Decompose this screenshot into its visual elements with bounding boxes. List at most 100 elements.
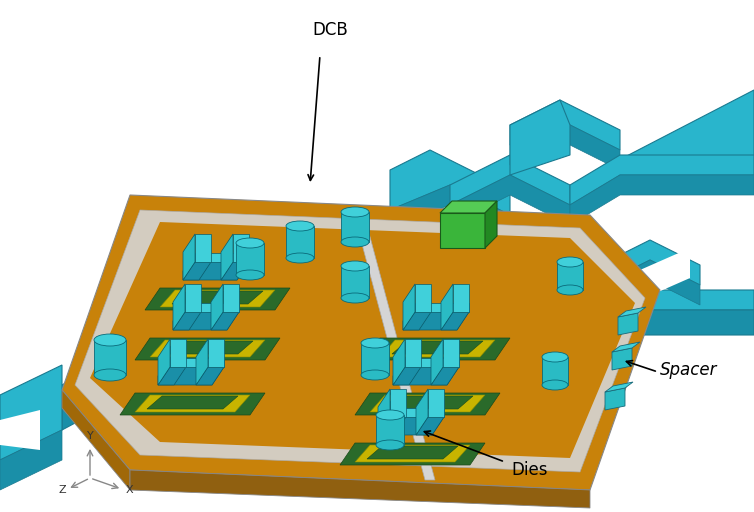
Polygon shape [510,100,620,150]
Polygon shape [365,338,510,360]
Ellipse shape [286,253,314,263]
Polygon shape [390,408,444,417]
Polygon shape [441,284,453,330]
Ellipse shape [361,338,389,348]
Polygon shape [415,284,431,312]
Polygon shape [211,284,223,330]
Polygon shape [196,339,208,385]
Ellipse shape [341,207,369,217]
Polygon shape [450,155,570,205]
Polygon shape [390,389,406,417]
Polygon shape [120,393,265,415]
Polygon shape [340,443,485,465]
Text: Dies: Dies [512,461,548,479]
Polygon shape [286,226,314,258]
Polygon shape [0,410,40,450]
Polygon shape [62,290,430,405]
Polygon shape [405,358,459,367]
Polygon shape [162,341,253,354]
Polygon shape [158,358,170,385]
Polygon shape [570,155,754,205]
Ellipse shape [542,352,568,362]
Polygon shape [158,339,170,385]
Polygon shape [390,150,510,215]
Ellipse shape [286,221,314,231]
Polygon shape [378,417,444,435]
Polygon shape [485,201,497,248]
Polygon shape [380,340,495,357]
Polygon shape [341,212,369,242]
Polygon shape [355,445,470,462]
Polygon shape [173,284,185,330]
Polygon shape [361,343,389,375]
Polygon shape [236,243,264,275]
Polygon shape [196,367,224,385]
Polygon shape [440,213,485,248]
Polygon shape [355,218,435,480]
Polygon shape [183,253,195,280]
Polygon shape [183,262,211,280]
Polygon shape [428,389,444,417]
Polygon shape [405,339,421,367]
Polygon shape [211,312,239,330]
Polygon shape [170,339,186,367]
Polygon shape [355,393,500,415]
Polygon shape [172,291,263,304]
Polygon shape [183,262,249,280]
Polygon shape [416,389,428,435]
Polygon shape [403,312,431,330]
Ellipse shape [376,410,404,420]
Polygon shape [403,284,415,330]
Polygon shape [390,185,510,235]
Polygon shape [590,240,700,290]
Text: Z: Z [58,485,66,495]
Polygon shape [62,312,430,430]
Polygon shape [130,470,590,508]
Polygon shape [150,340,265,357]
Polygon shape [590,260,700,310]
Ellipse shape [236,270,264,280]
Polygon shape [0,430,62,490]
Polygon shape [393,367,459,385]
Polygon shape [618,313,638,335]
Polygon shape [403,312,469,330]
Polygon shape [453,284,469,312]
Polygon shape [441,312,469,330]
Polygon shape [431,339,443,385]
Polygon shape [376,415,404,445]
Text: Y: Y [87,431,93,441]
Polygon shape [415,303,469,312]
Polygon shape [605,388,625,410]
Ellipse shape [542,380,568,390]
Polygon shape [221,262,249,280]
Polygon shape [195,253,249,262]
Polygon shape [416,417,444,435]
Polygon shape [450,175,570,225]
Polygon shape [378,417,406,435]
Ellipse shape [341,237,369,247]
Polygon shape [62,195,660,490]
Polygon shape [618,307,646,317]
Polygon shape [90,222,635,458]
Polygon shape [443,339,459,367]
Polygon shape [378,389,390,435]
Polygon shape [431,367,459,385]
Ellipse shape [557,285,583,295]
Polygon shape [158,367,224,385]
Ellipse shape [361,370,389,380]
Ellipse shape [341,261,369,271]
Polygon shape [378,408,390,435]
Polygon shape [0,365,62,460]
Polygon shape [393,339,405,385]
Ellipse shape [94,334,126,346]
Polygon shape [145,288,290,310]
Polygon shape [160,290,275,307]
Polygon shape [173,312,239,330]
Polygon shape [557,262,583,290]
Polygon shape [440,201,497,213]
Polygon shape [75,210,645,472]
Polygon shape [570,175,754,225]
Polygon shape [173,303,185,330]
Polygon shape [170,358,224,367]
Polygon shape [158,367,186,385]
